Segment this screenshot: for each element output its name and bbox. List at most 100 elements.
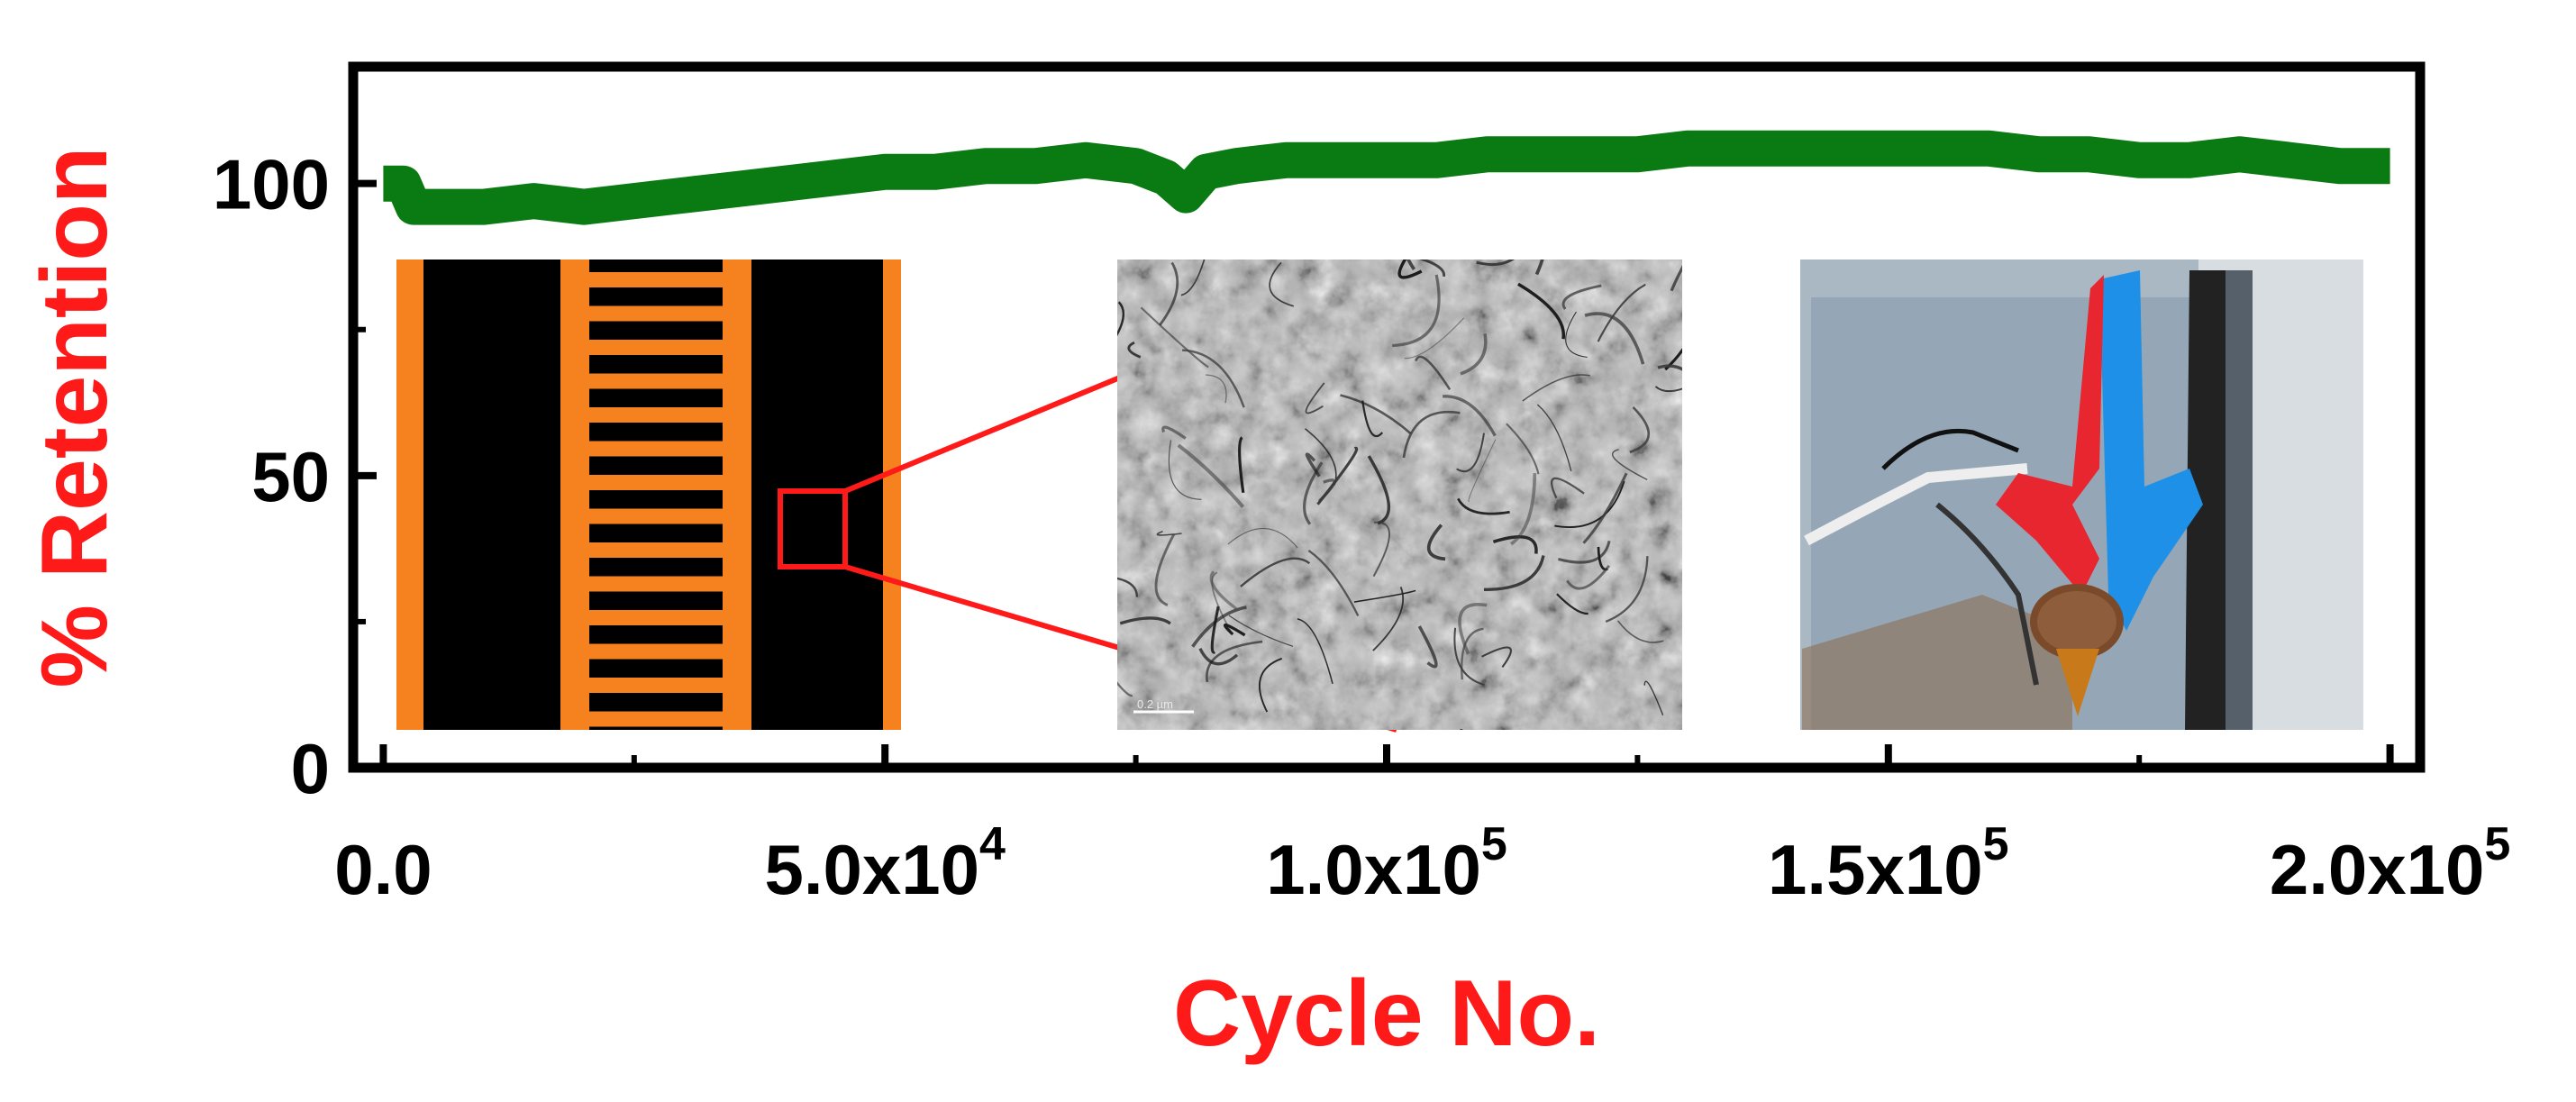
micrograph-fiber <box>1317 478 1336 503</box>
micrograph-fiber <box>1561 284 1602 310</box>
micrograph-fiber <box>1392 274 1441 348</box>
micrograph-fiber <box>1206 640 1263 683</box>
x-tick-label: 5.0x104 <box>764 818 1006 909</box>
micrograph-fiber <box>1522 374 1590 402</box>
micrograph-fiber <box>1402 410 1461 459</box>
micrograph-fiber <box>1605 556 1649 623</box>
micrograph-fiber <box>1483 555 1545 591</box>
micrograph-fiber <box>1227 528 1298 549</box>
micrograph-scale-label: 0.2 µm <box>1137 697 1173 711</box>
x-tick-label: 2.0x105 <box>2270 818 2511 909</box>
micrograph-fiber <box>1198 647 1239 666</box>
micrograph-inset: 0.2 µm <box>1117 260 1682 730</box>
micrograph-fiber <box>1397 260 1423 279</box>
electrode-finger-right <box>575 508 723 524</box>
micrograph-fiber <box>1461 627 1484 680</box>
micrograph-fiber <box>1117 301 1125 337</box>
micrograph-fiber <box>1550 477 1585 499</box>
micrograph-fiber <box>1228 615 1294 647</box>
micrograph-fiber <box>1517 282 1566 340</box>
micrograph-fiber <box>1406 260 1416 270</box>
x-tick-label: 1.5x105 <box>1768 818 2009 909</box>
electrode-finger-right <box>575 711 723 727</box>
micrograph-fiber <box>1612 449 1648 481</box>
electrode-finger-right <box>575 373 723 389</box>
micrograph-fiber <box>1566 564 1611 590</box>
y-tick-label: 50 <box>251 437 330 516</box>
micrograph-fiber <box>1460 333 1488 376</box>
micrograph-fiber <box>1481 646 1512 669</box>
micrograph-fiber <box>1180 260 1206 296</box>
electrode-left-strip <box>396 260 423 730</box>
y-axis-ticks: 0 50 100 <box>213 145 377 808</box>
micrograph-fiber <box>1211 571 1233 633</box>
micrograph-fiber <box>1161 425 1187 440</box>
x-tick-label: 0.0 <box>334 830 432 909</box>
x-axis-title: Cycle No. <box>1173 961 1600 1066</box>
electrode-finger-right <box>575 305 723 322</box>
micrograph-fiber <box>1458 603 1488 655</box>
y-axis-title: % Retention <box>23 147 127 688</box>
micrograph-fiber <box>1616 620 1664 643</box>
micrograph-fiber <box>1119 616 1171 625</box>
micrograph-fiber <box>1643 680 1664 715</box>
micrograph-fiber <box>1209 570 1237 610</box>
electrode-finger-left <box>589 340 737 355</box>
micrograph-fiber <box>1584 312 1645 365</box>
micrograph-fiber <box>1159 261 1179 326</box>
electrode-finger-left <box>589 272 737 287</box>
micrograph-fiber <box>1415 355 1452 390</box>
y-tick-label: 0 <box>291 729 330 808</box>
x-tick-label: 1.0x105 <box>1266 818 1507 909</box>
micrograph-fiber <box>1506 423 1540 475</box>
micrograph-fiber <box>1361 400 1384 438</box>
micrograph-fiber <box>1417 625 1438 669</box>
zoom-box <box>778 488 848 569</box>
micrograph-fiber <box>1303 461 1324 525</box>
electrode-finger-left <box>589 407 737 423</box>
micrograph-fiber <box>1654 386 1682 393</box>
y-tick-label: 100 <box>213 145 330 224</box>
electrode-bus-right <box>723 260 751 730</box>
micrograph-fiber <box>1456 433 1485 473</box>
device-photo-inset <box>1800 260 2363 730</box>
micrograph-fiber <box>1367 455 1391 525</box>
micrograph-fiber <box>1476 260 1515 267</box>
micrograph-fiber <box>1536 404 1572 472</box>
micrograph-fiber <box>1269 261 1295 307</box>
micrograph-fiber <box>1206 374 1227 404</box>
electrode-right-strip <box>883 260 901 730</box>
micrograph-fiber <box>1156 531 1182 536</box>
micrograph-fiber <box>1457 497 1510 515</box>
micrograph-fiber <box>1582 472 1628 544</box>
micrograph-fiber <box>1305 382 1325 414</box>
micrograph-fiber <box>1237 436 1245 494</box>
micrograph-fiber <box>1305 452 1321 478</box>
retention-series-line <box>383 130 2390 225</box>
micrograph-fiber <box>1240 557 1311 587</box>
micrograph-fiber <box>1154 533 1176 606</box>
electrode-finger-left <box>589 542 737 558</box>
micrograph-fiber <box>1372 521 1391 578</box>
micrograph-fiber <box>1657 364 1682 371</box>
micrograph-fiber <box>1372 587 1405 651</box>
micrograph-fiber <box>1492 535 1538 554</box>
micrograph-fiber <box>1117 681 1133 697</box>
micrograph-fiber <box>1468 439 1497 502</box>
electrode-finger-right <box>575 441 723 457</box>
micrograph-fiber <box>1117 577 1139 597</box>
micrograph-fiber <box>1127 341 1142 359</box>
micrograph-fiber <box>1191 606 1247 648</box>
micrograph-fiber <box>1177 443 1245 508</box>
micrograph-fiber <box>1353 589 1416 603</box>
micrograph-fiber <box>1453 627 1485 687</box>
interdigitated-fingers <box>575 272 737 727</box>
micrograph-fiber <box>1426 524 1446 561</box>
micrograph-fiber <box>1210 606 1220 654</box>
micrograph-fiber <box>1509 473 1537 546</box>
micrograph-fiber <box>1182 349 1245 408</box>
micrograph-fiber <box>1307 550 1360 617</box>
micrograph-fiber <box>1259 657 1283 713</box>
electrode-finger-left <box>589 475 737 490</box>
